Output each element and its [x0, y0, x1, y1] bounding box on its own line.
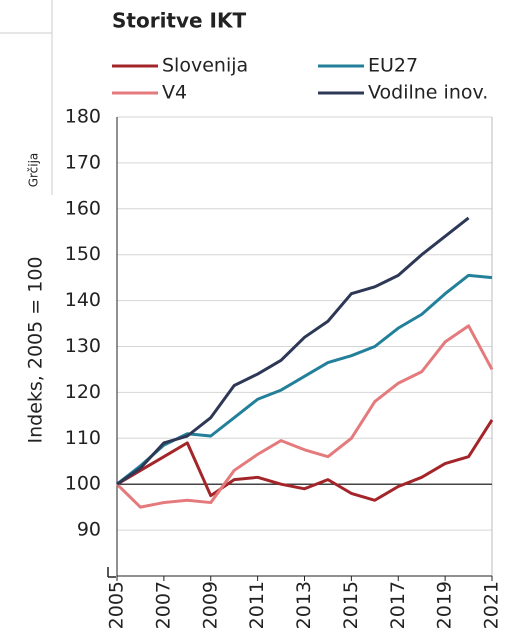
x-tick-label: 2019 — [434, 581, 456, 629]
x-tick-label: 2011 — [246, 581, 268, 629]
legend-label: EU27 — [368, 55, 418, 77]
y-tick-label: 90 — [77, 519, 101, 541]
x-tick-label: 2013 — [293, 581, 315, 629]
legend-label: Vodilne inov. — [368, 82, 488, 104]
x-tick-label: 2005 — [106, 581, 128, 629]
y-tick-label: 140 — [65, 289, 101, 311]
x-tick-label: 2015 — [340, 581, 362, 629]
legend-label: V4 — [162, 82, 187, 104]
series-line — [116, 216, 470, 486]
y-tick-label: 160 — [65, 197, 101, 219]
y-tick-label: 120 — [65, 381, 101, 403]
y-tick-label: 150 — [65, 243, 101, 265]
series-line — [115, 324, 494, 509]
y-tick-label: 180 — [65, 106, 101, 128]
neighbor-label: Grčija — [27, 153, 41, 188]
x-tick-label: 2021 — [481, 581, 503, 629]
legend-label: Slovenija — [162, 55, 248, 77]
y-axis-label: Indeks, 2005 = 100 — [25, 257, 47, 444]
y-tick-label: 110 — [65, 427, 101, 449]
x-tick-label: 2017 — [387, 581, 409, 629]
x-tick-label: 2009 — [199, 581, 221, 629]
series-line — [116, 419, 494, 502]
y-tick-label: 170 — [65, 151, 101, 173]
chart-title: Storitve IKT — [112, 9, 246, 33]
y-tick-label: 100 — [65, 473, 101, 495]
axis-break — [107, 567, 116, 578]
x-tick-label: 2007 — [152, 581, 174, 629]
y-tick-label: 130 — [65, 335, 101, 357]
